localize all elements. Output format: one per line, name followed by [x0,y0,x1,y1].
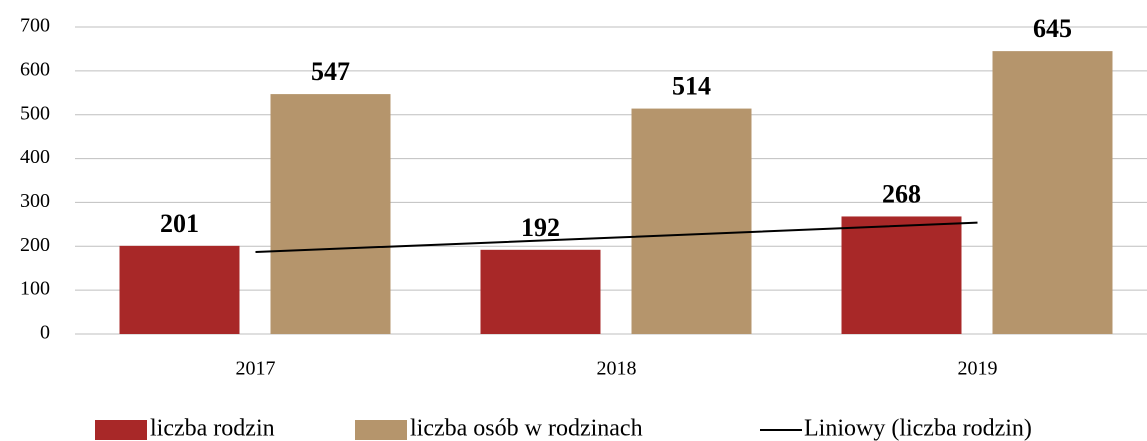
legend-label: liczba osób w rodzinach [410,416,643,441]
bar [480,249,601,334]
x-tick-label: 2018 [597,358,637,380]
y-tick-label: 400 [20,146,50,168]
y-tick-label: 500 [20,102,50,124]
y-tick-label: 100 [20,278,50,300]
value-label: 201 [160,209,199,238]
legend-swatch [355,420,407,440]
x-tick-label: 2019 [958,358,998,380]
y-tick-label: 300 [20,190,50,212]
value-label: 268 [882,179,921,208]
bar [270,94,391,334]
bar [631,108,752,335]
value-label: 547 [311,57,350,86]
bar [992,51,1113,334]
y-tick-label: 700 [20,15,50,37]
trend-line [255,221,978,253]
value-label: 645 [1033,14,1072,43]
bar [841,216,962,334]
x-tick-label: 2017 [236,358,276,380]
y-tick-label: 0 [40,322,50,344]
value-label: 192 [521,213,560,242]
bar [119,245,240,334]
legend-label: liczba rodzin [150,416,275,441]
value-label: 514 [672,72,711,101]
legend-swatch [95,420,147,440]
y-tick-label: 200 [20,234,50,256]
legend-label: Liniowy (liczba rodzin) [804,416,1032,441]
y-tick-label: 600 [20,58,50,80]
